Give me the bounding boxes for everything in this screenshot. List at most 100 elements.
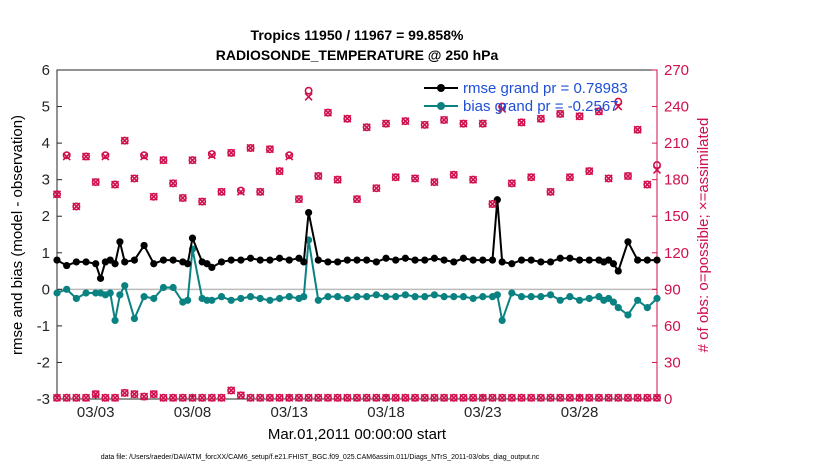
- obs-baseline-point: [149, 390, 158, 399]
- bias-series-point: [237, 294, 245, 303]
- obs-baseline-x: [227, 386, 236, 395]
- x-tick-label: 03/28: [561, 404, 599, 421]
- obs-baseline-x: [149, 390, 158, 399]
- obs-baseline-point: [62, 393, 71, 402]
- rmse-series-point: [546, 258, 555, 266]
- obs-assimilated-point: [565, 173, 574, 182]
- obs-assimilated-point: [149, 192, 158, 201]
- obs-possible-point: [140, 151, 149, 160]
- obs-baseline-point: [91, 390, 100, 399]
- y-tick-label-right: 0: [664, 391, 672, 408]
- obs-possible-point: [362, 123, 371, 132]
- obs-possible-point: [536, 114, 545, 123]
- rmse-series-point: [246, 254, 255, 262]
- obs-baseline-x: [81, 393, 91, 402]
- rmse-series-point: [334, 258, 342, 266]
- obs-baseline-point: [498, 393, 507, 402]
- bias-series-point: [111, 316, 119, 325]
- rmse-series-point: [440, 256, 448, 264]
- bias-series-point: [159, 283, 168, 292]
- bias-series-point: [614, 304, 622, 312]
- x-tick-label: 03/18: [367, 404, 405, 421]
- legend-rmse-label: rmse grand pr = 0.78983: [463, 80, 628, 97]
- bias-series-point: [121, 282, 129, 290]
- bias-series-point: [459, 293, 468, 301]
- obs-possible-point: [178, 193, 187, 202]
- obs-baseline-point: [411, 393, 420, 402]
- obs-possible-point: [440, 115, 449, 124]
- obs-baseline-x: [352, 393, 362, 402]
- obs-assimilated-point: [527, 173, 536, 182]
- rmse-series-point: [266, 256, 274, 264]
- y-tick-label-left: 0: [42, 281, 50, 298]
- plot-area: -3-2-10123456030609012015018021024027003…: [37, 62, 689, 421]
- bias-series-point: [517, 293, 526, 301]
- obs-baseline-x: [140, 392, 149, 401]
- bias-series-point: [353, 293, 361, 301]
- obs-possible-point: [246, 143, 255, 152]
- bias-series-point: [527, 293, 535, 301]
- bias-series-point: [401, 291, 409, 299]
- obs-baseline-point: [556, 393, 565, 402]
- obs-assimilated-point: [469, 175, 478, 184]
- obs-possible-point: [459, 119, 468, 128]
- obs-possible-point: [198, 197, 207, 206]
- obs-baseline-x: [643, 393, 652, 402]
- obs-possible-point: [62, 151, 71, 160]
- obs-baseline-x: [275, 393, 284, 402]
- obs-baseline-x: [178, 393, 187, 402]
- rmse-series-point: [63, 261, 71, 270]
- obs-assimilated-point: [188, 156, 197, 165]
- obs-assimilated-point: [101, 152, 110, 161]
- obs-possible-point: [130, 174, 139, 183]
- obs-possible-point: [517, 118, 526, 127]
- rmse-series-point: [353, 256, 361, 264]
- y-tick-label-left: 3: [42, 172, 50, 189]
- obs-baseline-x: [478, 393, 487, 402]
- obs-baseline-point: [101, 393, 110, 402]
- rmse-series-point: [634, 256, 642, 264]
- rmse-series-point: [624, 238, 632, 246]
- obs-possible-point: [111, 180, 120, 189]
- chart-subtitle: RADIOSONDE_TEMPERATURE @ 250 hPa: [216, 47, 499, 63]
- y-tick-label-left: -1: [37, 318, 50, 335]
- obs-baseline-point: [546, 393, 555, 402]
- obs-assimilated-point: [120, 136, 129, 145]
- obs-baseline-point: [652, 393, 661, 402]
- obs-assimilated-point: [265, 145, 274, 154]
- obs-possible-point: [652, 161, 661, 170]
- obs-baseline-x: [536, 393, 545, 402]
- obs-assimilated-point: [401, 117, 410, 126]
- obs-assimilated-point: [420, 120, 429, 129]
- obs-baseline-point: [469, 393, 478, 402]
- obs-assimilated-point: [140, 152, 149, 161]
- rmse-series-point: [184, 260, 192, 268]
- obs-assimilated-point: [623, 171, 633, 181]
- obs-assimilated-point: [275, 167, 284, 176]
- rmse-series-point: [208, 263, 216, 271]
- bias-series-point: [208, 296, 216, 304]
- bias-series-point: [382, 293, 390, 301]
- obs-baseline-point: [536, 393, 545, 402]
- obs-baseline-x: [188, 393, 197, 402]
- obs-possible-point: [265, 145, 274, 154]
- obs-possible-point: [594, 107, 603, 116]
- obs-assimilated-point: [81, 152, 91, 161]
- obs-baseline-point: [459, 393, 468, 402]
- y-tick-label-right: 30: [664, 354, 681, 371]
- obs-baseline-point: [82, 393, 91, 402]
- y-tick-label-left: 4: [42, 135, 50, 152]
- rmse-series-point: [121, 258, 129, 266]
- y-axis-label-left: rmse and bias (model - observation): [9, 115, 26, 355]
- obs-possible-point: [585, 167, 594, 176]
- obs-baseline-x: [101, 393, 110, 402]
- y-tick-label-right: 240: [664, 99, 689, 116]
- bias-series-point: [537, 293, 545, 301]
- obs-baseline-point: [449, 393, 458, 402]
- bias-series-point: [469, 294, 477, 303]
- rmse-series-point: [585, 256, 593, 264]
- obs-possible-point: [275, 167, 284, 176]
- obs-baseline-point: [401, 393, 410, 402]
- obs-baseline-x: [198, 393, 207, 402]
- y-tick-label-right: 90: [664, 281, 681, 298]
